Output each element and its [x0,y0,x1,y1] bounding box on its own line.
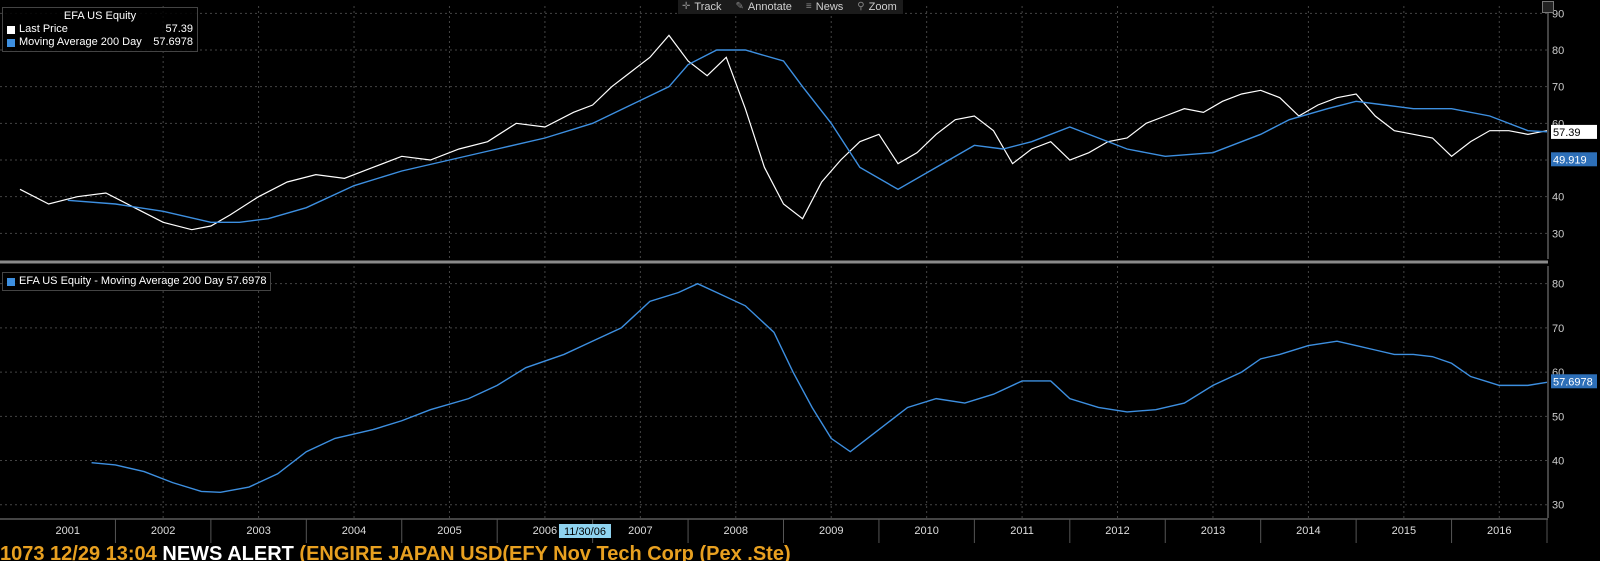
moving-average-label: Moving Average 200 Day [19,36,142,48]
bottom-ma-badge-box [1551,374,1597,389]
x-tick-label: 2008 [724,525,748,537]
x-tick-label: 2011 [1010,525,1034,537]
y-tick-label: 90 [1552,8,1564,20]
y-tick-label: 50 [1552,411,1564,423]
x-tick-label: 2006 [533,525,557,537]
last-price-swatch [7,25,15,34]
x-tick-label: 2003 [246,525,270,537]
magnifier-icon: ⚲ [857,1,865,12]
x-tick-label: 2001 [55,525,79,537]
y-tick-label: 40 [1552,456,1564,468]
moving-average-swatch [7,277,15,286]
x-tick-label: 2014 [1296,525,1320,537]
x-tick-label: 2015 [1392,525,1416,537]
toolbar-annotate-button[interactable]: ✎ Annotate [731,0,797,14]
legend-title: EFA US Equity [63,10,137,22]
pencil-icon: ✎ [735,1,744,12]
x-tick-label: 2012 [1105,525,1129,537]
x-axis: 2001 2002 2003 2004 2005 2006 2007 2008 2009 2010… [0,518,1548,543]
price-legend: EFA US Equity Last Price 57.39 Moving Av… [2,7,198,52]
date-marker-box [558,524,611,538]
toolbar-track-button[interactable]: ✛ Track [678,0,727,14]
ticker-segment: 1073 12/29 13:04 [0,543,163,561]
toolbar-label: Zoom [868,1,897,13]
chart-toolbar: ✛ Track ✎ Annotate ≡ News ⚲ Zoom [678,0,903,14]
ma-badge-box [1551,152,1597,167]
moving-average-line[interactable] [91,282,1548,494]
last-price-value: 57.39 [165,23,193,35]
x-tick-label: 2002 [151,525,175,537]
moving-average-value: 57.6978 [153,36,193,48]
toolbar-zoom-button[interactable]: ⚲ Zoom [853,0,902,14]
y-tick-label: 30 [1552,500,1564,512]
crosshair-icon: ✛ [682,1,691,12]
toolbar-label: News [815,1,844,13]
last-price-badge-box [1551,124,1597,139]
x-tick-label: 2004 [342,525,366,537]
x-tick-label: 2010 [914,525,938,537]
last-price-badge: 57.39 [1553,127,1581,139]
ticker-segment: (ENGIRE JAPAN USD(EFY Nov Tech Corp (Pex… [299,543,791,561]
moving-average-legend: EFA US Equity - Moving Average 200 Day 5… [2,272,272,291]
news-ticker[interactable]: 1073 12/29 13:04 NEWS ALERT (ENGIRE JAPA… [0,543,1600,561]
x-tick-label: 2005 [437,525,461,537]
bottom-ma-badge: 57.6978 [1553,376,1593,388]
x-tick-label: 2016 [1487,525,1511,537]
ma-badge: 49.919 [1553,154,1587,166]
ticker-segment: NEWS ALERT [162,543,300,561]
y-tick-label: 80 [1552,279,1564,291]
y-tick-label: 70 [1552,323,1564,335]
last-price-line[interactable] [19,34,1548,231]
toolbar-label: Annotate [747,1,792,13]
toolbar-label: Track [694,1,722,13]
x-tick-label: 2007 [628,525,652,537]
y-tick-label: 80 [1552,45,1564,57]
date-marker: 11/30/06 [564,526,606,538]
news-icon: ≡ [805,1,812,12]
y-tick-label: 40 [1552,192,1564,204]
y-tick-label: 70 [1552,82,1564,94]
moving-average-swatch [7,38,15,47]
panel-settings-icon[interactable] [1542,1,1554,13]
last-price-label: Last Price [19,23,68,35]
x-tick-label: 2013 [1201,525,1225,537]
moving-average-legend-label: EFA US Equity - Moving Average 200 Day 5… [19,275,267,287]
y-tick-label: 30 [1552,228,1564,240]
moving-average-line[interactable] [67,49,1548,224]
x-tick-label: 2009 [819,525,843,537]
toolbar-news-button[interactable]: ≡ News [802,0,849,14]
